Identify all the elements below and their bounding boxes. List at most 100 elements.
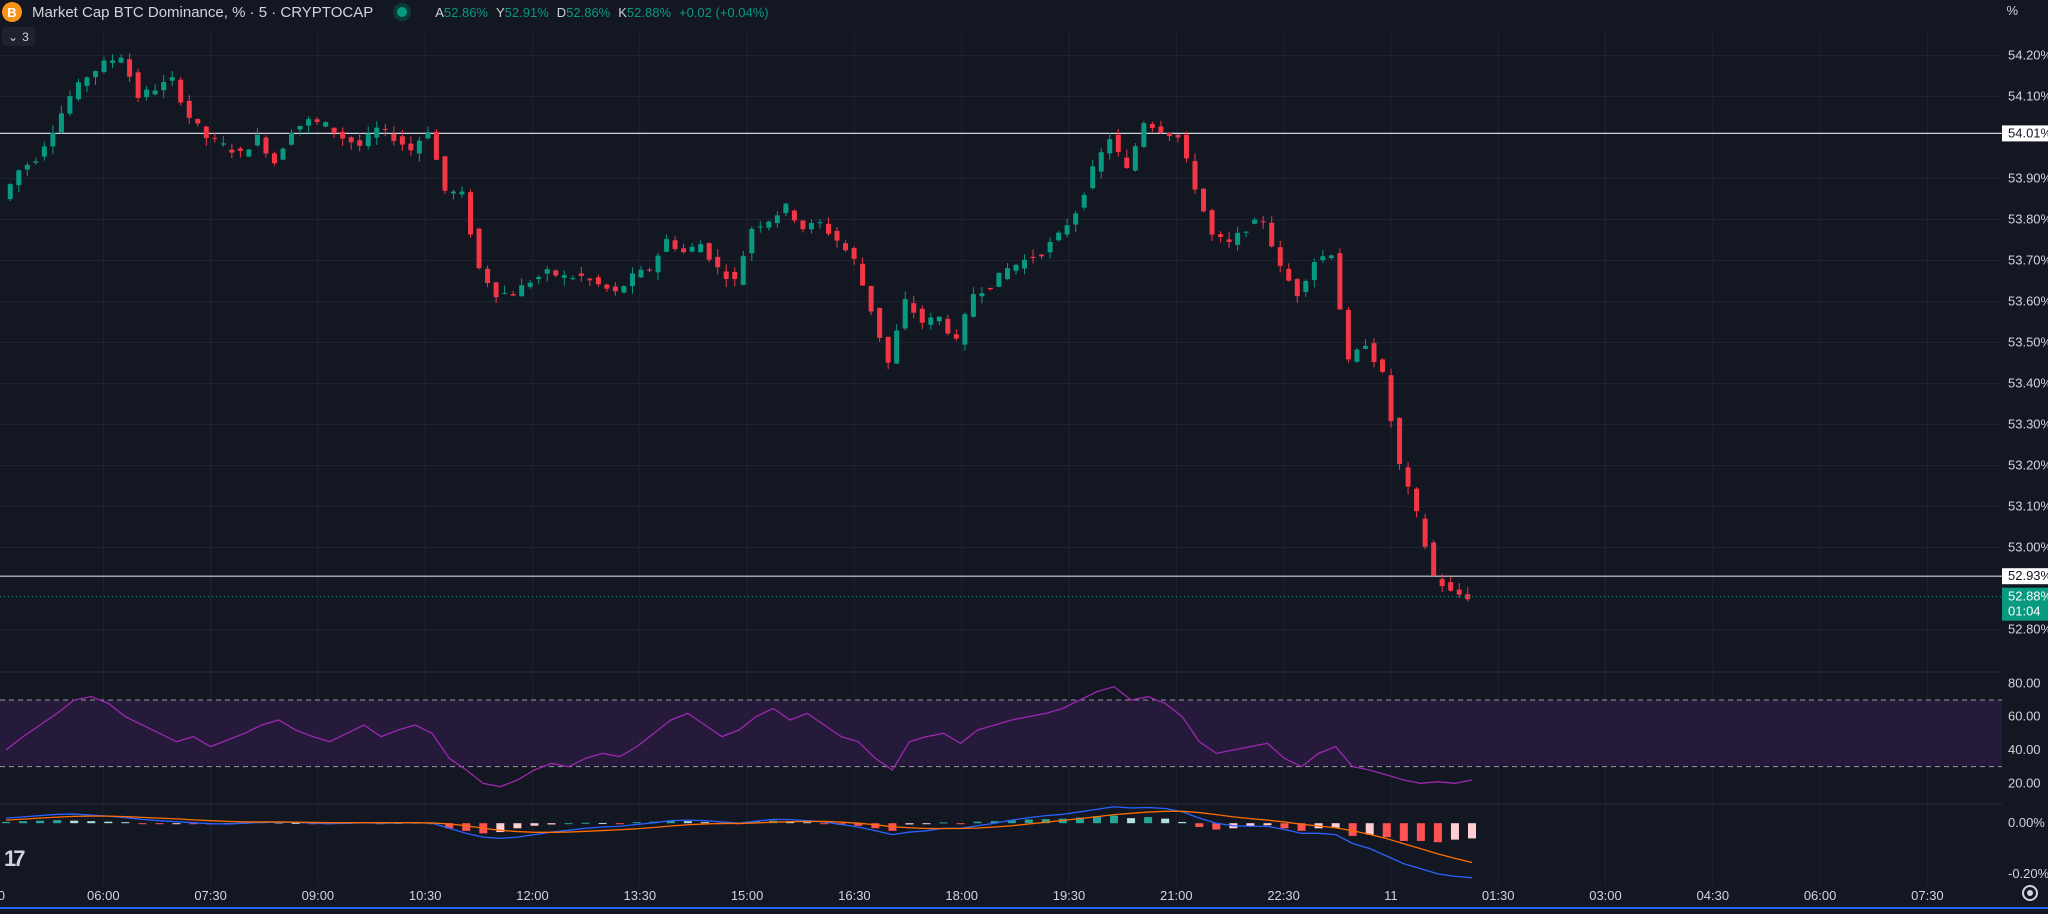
candle-body [979, 293, 985, 297]
candle-body [306, 119, 312, 126]
x-axis-tick-label: 16:30 [838, 888, 871, 903]
candle-body [1431, 542, 1437, 576]
macd-histogram-bar [1399, 823, 1408, 841]
macd-histogram-bar [1007, 820, 1016, 824]
rsi-axis-tick-label: 40.00 [2008, 742, 2041, 757]
scale-unit-label[interactable]: % [2006, 3, 2018, 18]
candle-body [740, 255, 746, 285]
candle-body [1107, 139, 1113, 154]
rsi-axis-tick-label: 80.00 [2008, 675, 2041, 690]
macd-histogram-bar [53, 820, 62, 824]
macd-histogram-bar [1382, 823, 1391, 838]
candle-body [442, 156, 448, 191]
candle-body [1465, 594, 1471, 600]
candle-body [459, 191, 465, 195]
macd-histogram-bar [1331, 823, 1340, 828]
candle-body [612, 286, 618, 292]
x-axis-tick-label: 21:00 [1160, 888, 1193, 903]
candle-body [1269, 222, 1275, 247]
tradingview-logo-icon[interactable]: 17 [4, 846, 26, 871]
candle-body [118, 57, 124, 63]
macd-histogram-bar [36, 820, 45, 824]
candle-body [135, 72, 141, 98]
candle-body [621, 286, 627, 293]
macd-signal-line [5, 810, 1473, 864]
symbol-title[interactable]: Market Cap BTC Dominance, % · 5 · CRYPTO… [32, 3, 374, 21]
candle-body [774, 215, 780, 224]
x-axis-tick-label: 07:30 [1911, 888, 1944, 903]
macd-histogram-bar [274, 822, 283, 824]
macd-histogram-bar [1092, 816, 1101, 824]
market-status-icon[interactable] [397, 7, 408, 17]
indicators-collapse-button[interactable]: ⌄ 3 [2, 27, 35, 46]
macd-histogram-bar [922, 823, 931, 825]
candle-body [885, 336, 891, 363]
y-axis-tick-label: 53.70% [2008, 253, 2048, 268]
candle-body [1354, 349, 1360, 362]
candle-body [331, 127, 337, 133]
macd-histogram-bar [581, 822, 590, 824]
candle-body [50, 132, 56, 147]
x-axis-tick-label: 04:30 [1697, 888, 1730, 903]
macd-histogram-bar [1144, 817, 1153, 824]
y-axis-tick-label: 53.00% [2008, 540, 2048, 555]
candle-body [75, 82, 81, 100]
candle-body [1414, 488, 1420, 512]
rsi-axis-tick-label: 60.00 [2008, 709, 2041, 724]
macd-histogram-bar [496, 823, 505, 833]
ohlc-values: A52.86% Y52.91% D52.86% K52.88% +0.02 (+… [435, 5, 768, 20]
candle-body [58, 113, 64, 133]
chart-settings-icon[interactable] [2022, 885, 2038, 901]
candle-body [1448, 582, 1454, 591]
candle-body [1294, 279, 1300, 297]
candle-body [1030, 256, 1036, 259]
candle-body [851, 247, 857, 259]
candle-body [936, 316, 942, 322]
candle-body [468, 192, 474, 235]
candle-body [1115, 134, 1121, 152]
candle-body [289, 132, 295, 145]
candle-body [544, 269, 550, 274]
macd-histogram-bar [871, 823, 880, 829]
macd-histogram-bar [973, 821, 982, 824]
macd-histogram-bar [1297, 823, 1306, 831]
candle-body [510, 294, 516, 296]
candle-body [595, 277, 601, 285]
x-axis-tick-label: 06:00 [87, 888, 120, 903]
macd-histogram-bar [121, 822, 130, 824]
candle-body [1439, 579, 1445, 587]
candle-body [570, 278, 576, 280]
candle-body [1166, 132, 1172, 137]
candle-body [902, 299, 908, 329]
candle-body [246, 149, 252, 157]
macd-histogram-bar [1450, 823, 1459, 840]
y-axis-tick-label: 53.90% [2008, 171, 2048, 186]
y-axis-tick-label: 54.10% [2008, 89, 2048, 104]
candle-body [1175, 134, 1181, 138]
macd-histogram-bar [1280, 823, 1289, 829]
candle-body [1192, 161, 1198, 190]
candle-body [382, 128, 388, 130]
candle-body [706, 243, 712, 260]
candle-body [1388, 375, 1394, 422]
macd-histogram-bar [1263, 823, 1272, 826]
candle-body [1158, 126, 1164, 133]
candle-body [1004, 268, 1010, 280]
candle-body [732, 271, 738, 279]
candle-body [647, 269, 653, 271]
candle-body [1209, 210, 1215, 235]
candle-body [953, 334, 959, 339]
y-axis-tick-label: 53.10% [2008, 499, 2048, 514]
candle-body [476, 228, 482, 269]
macd-histogram-bar [1433, 823, 1442, 843]
x-axis-tick-label: 01:30 [1482, 888, 1515, 903]
candle-body [1090, 166, 1096, 189]
horizontal-line-price-tag [2002, 125, 2048, 142]
macd-histogram-bar [291, 822, 300, 824]
ohlc-y: Y52.91% [495, 4, 549, 20]
candle-body [67, 96, 73, 114]
candle-body [1303, 280, 1309, 292]
candle-body [791, 210, 797, 221]
